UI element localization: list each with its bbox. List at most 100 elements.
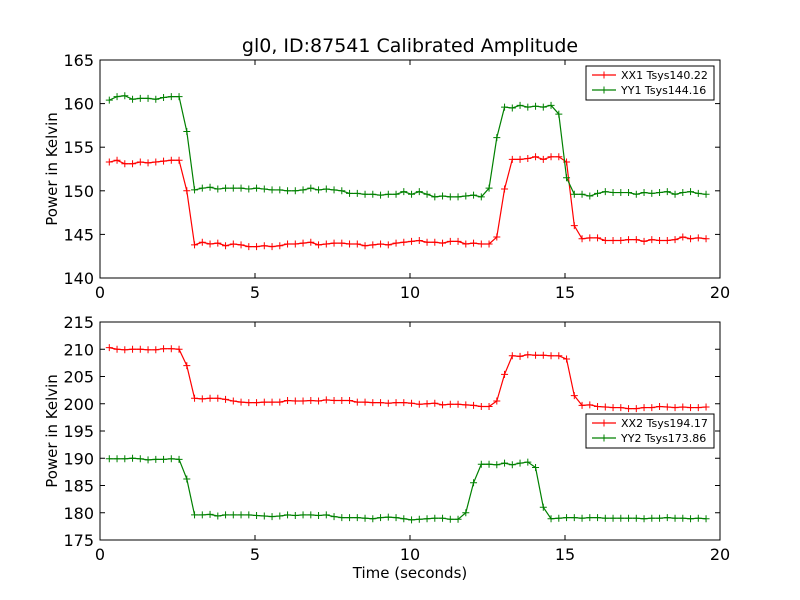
bottom-data-point	[640, 404, 648, 412]
bottom-data-point	[268, 398, 276, 406]
bottom-data-point	[632, 405, 640, 413]
top-data-point	[338, 239, 346, 247]
top-data-point	[322, 240, 330, 248]
top-data-point	[315, 241, 323, 249]
top-data-point	[702, 235, 710, 243]
bottom-data-point	[671, 404, 679, 412]
bottom-data-point	[392, 514, 400, 522]
top-data-point	[229, 184, 237, 192]
bottom-data-point	[570, 514, 578, 522]
top-data-point	[694, 189, 702, 197]
top-data-point	[175, 93, 183, 101]
top-data-point	[198, 184, 206, 192]
top-y-axis-label: Power in Kelvin	[43, 112, 61, 226]
top-data-point	[648, 189, 656, 197]
bottom-data-point	[415, 515, 423, 523]
bottom-series-line-1	[109, 457, 707, 521]
top-data-point	[415, 237, 423, 245]
bottom-y-tick-label: 195	[63, 422, 94, 441]
bottom-data-point	[408, 516, 416, 524]
top-data-point	[632, 236, 640, 244]
top-data-point	[369, 241, 377, 249]
bottom-data-point	[136, 345, 144, 353]
top-data-point	[501, 185, 509, 193]
bottom-x-tick-label: 15	[555, 545, 575, 564]
bottom-data-point	[431, 399, 439, 407]
bottom-y-tick-label: 215	[63, 313, 94, 332]
top-data-point	[361, 242, 369, 250]
bottom-data-point	[129, 454, 137, 462]
bottom-data-point	[400, 515, 408, 523]
bottom-data-point	[547, 352, 555, 360]
bottom-data-point	[361, 514, 369, 522]
bottom-data-point	[532, 351, 540, 359]
bottom-data-point	[617, 514, 625, 522]
bottom-data-point	[183, 362, 191, 370]
top-x-tick-label: 15	[555, 283, 575, 302]
bottom-data-point	[454, 515, 462, 523]
bottom-data-point	[539, 351, 547, 359]
bottom-data-point	[353, 514, 361, 522]
top-data-point	[648, 236, 656, 244]
top-data-point	[594, 189, 602, 197]
top-data-point	[315, 186, 323, 194]
top-data-point	[423, 238, 431, 246]
bottom-data-point	[501, 459, 509, 467]
top-data-point	[129, 95, 137, 103]
top-data-point	[431, 193, 439, 201]
bottom-data-point	[454, 400, 462, 408]
top-data-point	[687, 188, 695, 196]
bottom-y-tick-label: 205	[63, 368, 94, 387]
bottom-data-point	[284, 396, 292, 404]
top-data-point	[493, 134, 501, 142]
bottom-data-point	[245, 511, 253, 519]
bottom-data-point	[477, 402, 485, 410]
top-data-point	[229, 240, 237, 248]
bottom-data-point	[586, 514, 594, 522]
bottom-data-point	[663, 403, 671, 411]
bottom-legend-label-0: XX2 Tsys194.17	[621, 417, 708, 430]
top-data-point	[260, 242, 268, 250]
bottom-data-point	[307, 511, 315, 519]
top-data-point	[144, 94, 152, 102]
bottom-x-tick-label: 0	[95, 545, 105, 564]
bottom-data-point	[384, 399, 392, 407]
top-data-point	[222, 242, 230, 250]
top-y-tick-label: 150	[63, 182, 94, 201]
top-data-point	[439, 239, 447, 247]
top-data-point	[152, 158, 160, 166]
top-data-point	[601, 237, 609, 245]
top-data-point	[206, 240, 214, 248]
top-data-point	[353, 189, 361, 197]
bottom-y-tick-label: 210	[63, 340, 94, 359]
top-data-point	[276, 186, 284, 194]
bottom-data-point	[167, 345, 175, 353]
top-data-point	[167, 156, 175, 164]
top-data-point	[338, 187, 346, 195]
bottom-data-point	[276, 512, 284, 520]
bottom-data-point	[609, 514, 617, 522]
bottom-data-point	[253, 399, 261, 407]
bottom-data-point	[532, 464, 540, 472]
top-data-point	[400, 238, 408, 246]
top-data-point	[307, 184, 315, 192]
bottom-data-point	[330, 513, 338, 521]
top-data-point	[268, 243, 276, 251]
bottom-series-line-0	[109, 347, 707, 410]
bottom-data-point	[214, 394, 222, 402]
bottom-data-point	[175, 455, 183, 463]
top-data-point	[237, 184, 245, 192]
top-data-point	[105, 158, 113, 166]
bottom-data-point	[338, 396, 346, 404]
top-data-point	[284, 240, 292, 248]
top-data-point	[299, 186, 307, 194]
bottom-data-point	[656, 514, 664, 522]
top-data-point	[656, 189, 664, 197]
top-data-point	[408, 190, 416, 198]
bottom-data-point	[369, 399, 377, 407]
top-data-point	[408, 237, 416, 245]
top-x-tick-label: 10	[400, 283, 420, 302]
top-data-point	[431, 238, 439, 246]
bottom-data-point	[160, 345, 168, 353]
top-data-point	[346, 189, 354, 197]
